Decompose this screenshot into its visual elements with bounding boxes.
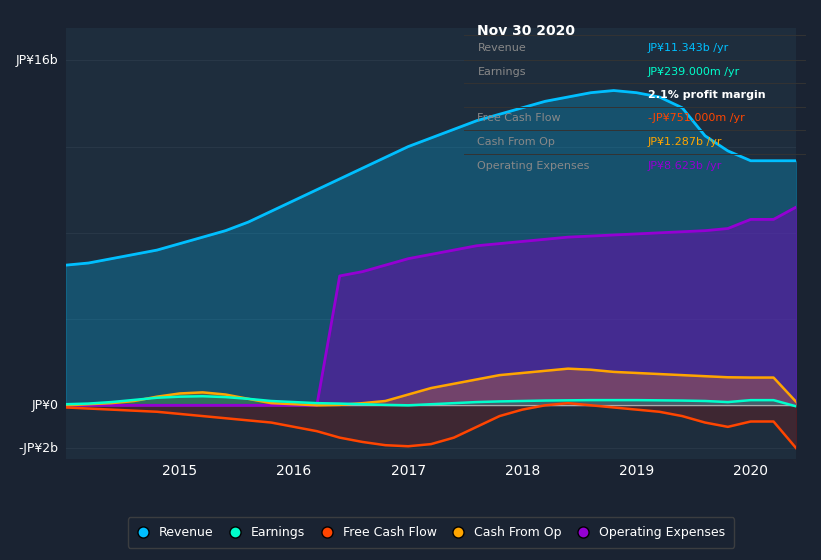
Text: JP¥1.287b /yr: JP¥1.287b /yr — [648, 137, 722, 147]
Text: JP¥8.623b /yr: JP¥8.623b /yr — [648, 161, 722, 171]
Text: -JP¥751.000m /yr: -JP¥751.000m /yr — [648, 113, 745, 123]
Text: Cash From Op: Cash From Op — [478, 137, 555, 147]
Text: JP¥239.000m /yr: JP¥239.000m /yr — [648, 67, 740, 77]
Text: Revenue: Revenue — [478, 43, 526, 53]
Legend: Revenue, Earnings, Free Cash Flow, Cash From Op, Operating Expenses: Revenue, Earnings, Free Cash Flow, Cash … — [128, 517, 734, 548]
Text: -JP¥2b: -JP¥2b — [18, 442, 58, 455]
Text: JP¥11.343b /yr: JP¥11.343b /yr — [648, 43, 729, 53]
Text: Operating Expenses: Operating Expenses — [478, 161, 589, 171]
Text: 2.1% profit margin: 2.1% profit margin — [648, 90, 765, 100]
Text: Free Cash Flow: Free Cash Flow — [478, 113, 561, 123]
Text: Nov 30 2020: Nov 30 2020 — [478, 24, 576, 38]
Text: JP¥0: JP¥0 — [31, 399, 58, 412]
Text: JP¥16b: JP¥16b — [16, 54, 58, 67]
Text: Earnings: Earnings — [478, 67, 526, 77]
